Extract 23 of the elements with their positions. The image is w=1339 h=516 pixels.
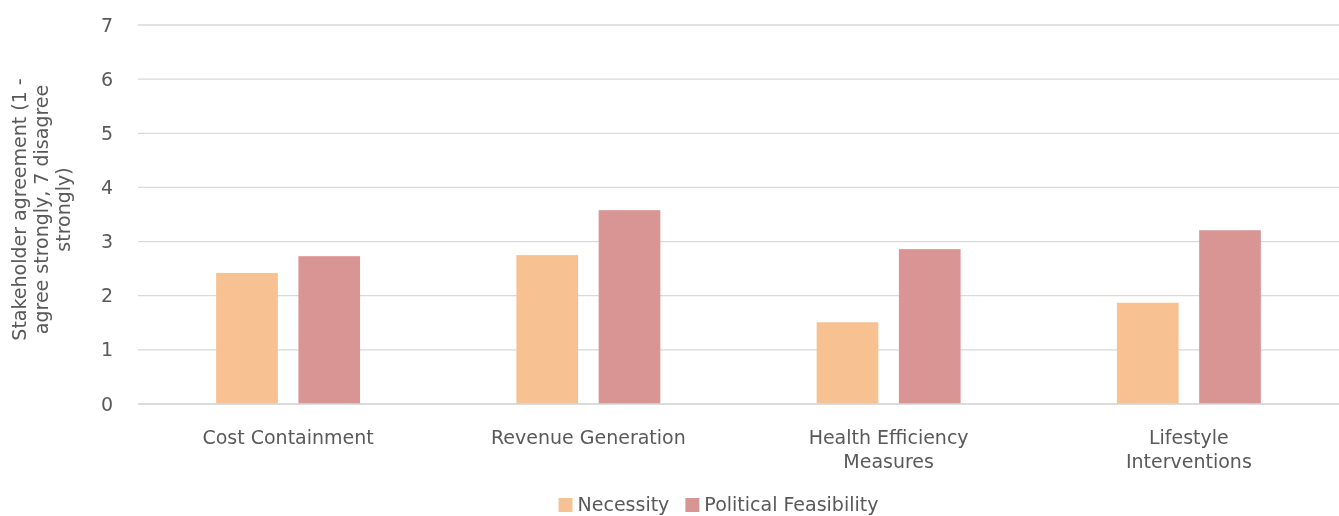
y-tick-label: 2	[100, 284, 113, 307]
bar	[1199, 230, 1261, 404]
y-tick-label: 5	[100, 121, 113, 144]
bar	[898, 249, 961, 404]
y-tick-label: 1	[100, 338, 113, 361]
x-tick-label: Revenue Generation	[490, 426, 686, 448]
y-tick-label: 7	[100, 13, 113, 36]
y-tick-label: 3	[100, 230, 113, 253]
bar	[298, 256, 361, 404]
bar	[1116, 302, 1179, 404]
x-tick-label: Health Efficiency Measures	[808, 426, 969, 472]
bar	[816, 322, 879, 404]
legend-label: Necessity	[577, 493, 670, 515]
y-tick-label: 4	[100, 176, 113, 199]
legend-label: Political Feasibility	[704, 493, 879, 515]
y-tick-label: 6	[100, 67, 113, 90]
y-tick-label: 0	[100, 392, 113, 415]
x-tick-label: Lifestyle Interventions	[1125, 426, 1252, 472]
bar	[516, 255, 579, 404]
x-tick-label: Cost Containment	[202, 426, 374, 448]
bar	[216, 272, 278, 404]
y-axis-title: Stakeholder agreement (1 - agree strongly, 7 disagree strongly)	[8, 78, 74, 341]
bar	[598, 210, 661, 404]
